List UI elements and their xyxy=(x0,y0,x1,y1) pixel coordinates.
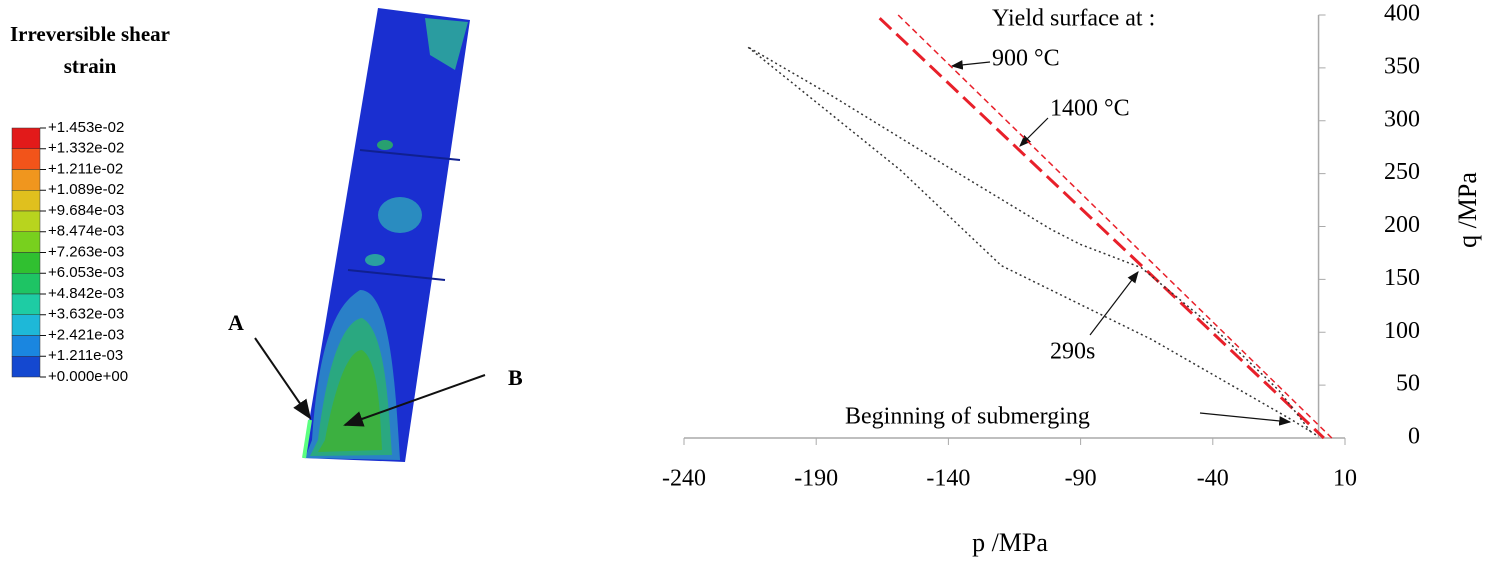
annotation: 1400 °C xyxy=(1050,96,1130,122)
legend-swatch xyxy=(12,211,40,232)
x-tick-label: -190 xyxy=(794,466,838,492)
legend-label: +1.211e-03 xyxy=(48,347,123,364)
legend-swatch xyxy=(12,232,40,253)
legend-swatch xyxy=(12,294,40,315)
arrow xyxy=(255,338,310,418)
legend-swatch xyxy=(12,315,40,336)
legend-swatch xyxy=(12,170,40,191)
legend-label: +1.453e-02 xyxy=(48,119,124,136)
y-tick-label: 250 xyxy=(1384,159,1420,185)
x-tick-label: -40 xyxy=(1197,466,1229,492)
legend-label: +0.000e+00 xyxy=(48,368,128,385)
legend-label: +1.211e-02 xyxy=(48,160,123,177)
legend-label: +9.684e-03 xyxy=(48,202,124,219)
canvas: A B Yield surface at : 900 °C 1400 °C 29… xyxy=(0,0,1488,565)
y-tick-label: 400 xyxy=(1384,1,1420,27)
annotation: Yield surface at : xyxy=(992,6,1155,32)
legend-label: +4.842e-03 xyxy=(48,285,124,302)
annotation: Beginning of submerging xyxy=(845,404,1090,430)
marker-label: A xyxy=(228,310,244,335)
x-tick-label: 10 xyxy=(1333,466,1357,492)
x-tick-label: -240 xyxy=(662,466,706,492)
legend-swatch xyxy=(12,253,40,274)
y-tick-label: 100 xyxy=(1384,318,1420,344)
legend-swatch xyxy=(12,273,40,294)
x-tick-label: -90 xyxy=(1065,466,1097,492)
y-tick-label: 0 xyxy=(1408,424,1420,450)
annotation-arrow xyxy=(1090,272,1138,335)
annotation-arrow xyxy=(1200,413,1290,422)
y-tick-label: 300 xyxy=(1384,106,1420,132)
legend-label: +7.263e-03 xyxy=(48,243,124,260)
annotation-arrow xyxy=(1020,118,1048,146)
fem-model xyxy=(303,8,470,462)
figure: Irreversible shear strain A B Yield surf… xyxy=(0,0,1488,565)
series-line xyxy=(898,15,1332,438)
legend-label: +6.053e-03 xyxy=(48,264,124,281)
legend-swatch xyxy=(12,190,40,211)
legend-label: +8.474e-03 xyxy=(48,223,124,240)
legend-label: +3.632e-03 xyxy=(48,306,124,323)
y-axis-label: q /MPa xyxy=(1453,172,1482,248)
y-tick-label: 200 xyxy=(1384,212,1420,238)
legend-swatch xyxy=(12,356,40,377)
legend-label: +2.421e-03 xyxy=(48,326,124,343)
legend-swatch xyxy=(12,336,40,357)
marker-label: B xyxy=(508,365,523,390)
annotation: 900 °C xyxy=(992,46,1060,72)
legend-label: +1.089e-02 xyxy=(48,181,124,198)
x-axis-label: p /MPa xyxy=(972,528,1048,557)
legend-swatch xyxy=(12,149,40,170)
y-tick-label: 350 xyxy=(1384,53,1420,79)
annotation-arrow xyxy=(952,62,990,66)
series-line xyxy=(880,18,1324,438)
y-tick-label: 150 xyxy=(1384,265,1420,291)
y-tick-label: 50 xyxy=(1396,371,1420,397)
legend-swatch xyxy=(12,128,40,149)
legend-label: +1.332e-02 xyxy=(48,140,124,157)
annotation: 290s xyxy=(1050,339,1095,365)
x-tick-label: -140 xyxy=(926,466,970,492)
series-line xyxy=(747,47,1315,435)
